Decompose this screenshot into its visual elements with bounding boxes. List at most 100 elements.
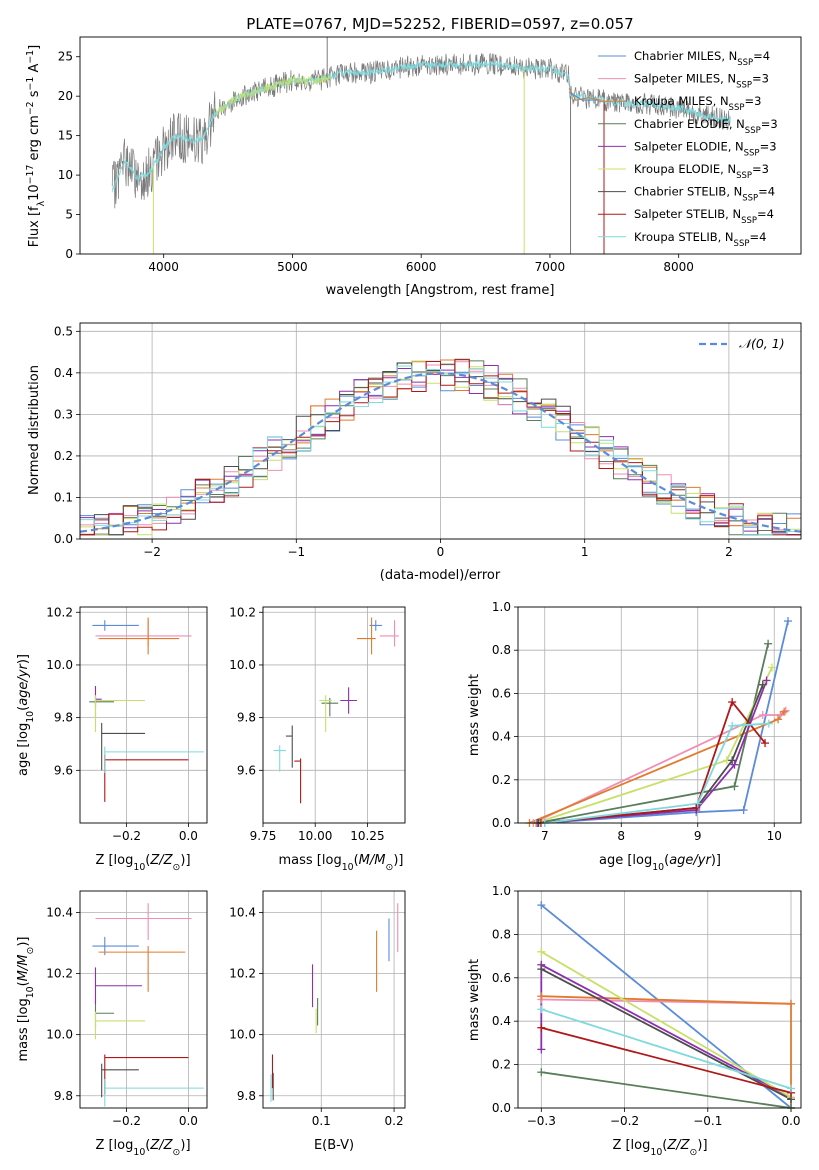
y-tick-label: 10.0 <box>46 658 73 672</box>
chart-mass_vs_ebv: 0.1 0.2 9.8 10.0 10.2 10.4 E(B-V) <box>229 890 406 1153</box>
x-tick-label: 7000 <box>535 260 566 274</box>
y-tick-label: 10.0 <box>229 658 256 672</box>
x-tick-label: 5000 <box>277 260 308 274</box>
x-tick-label: 4000 <box>148 260 179 274</box>
series-kroupa-miles <box>541 995 792 1108</box>
y-tick-label: 10 <box>58 168 73 182</box>
plot-area <box>89 617 204 802</box>
chart-spectrum: 4000 5000 6000 7000 8000 0 5 10 15 20 25 wavelength… <box>25 36 802 298</box>
y-tick-label: 0.0 <box>492 816 511 830</box>
x-tick-label: 0.0 <box>179 1114 198 1128</box>
y-axis-label: Flux [fλ10−17 erg cm−2 s−1 A−1] <box>25 45 47 247</box>
chart-residuals: −2 −1 0 1 2 0.0 0.1 0.2 0.3 0.4 0.5 𝒩(0, 1) (data-mo… <box>27 322 802 583</box>
y-tick-label: 0.0 <box>54 532 73 546</box>
y-tick-label: 0.0 <box>492 1101 511 1115</box>
y-tick-label: 10.2 <box>229 605 256 619</box>
axes-frame <box>79 606 208 824</box>
y-tick-label: 0.2 <box>492 1058 511 1072</box>
x-axis-label: Z [log10(Z/Z⊙)] <box>95 853 190 873</box>
y-tick-label: 10.4 <box>229 905 256 919</box>
y-tick-label: 0.8 <box>492 643 511 657</box>
legend-entry: Chabrier STELIB, NSSP=4 <box>634 185 775 204</box>
y-tick-label: 0.5 <box>54 324 73 338</box>
axes-frame <box>517 606 802 824</box>
axes-frame <box>517 890 802 1109</box>
chart-massweight_vs_age: 7 8 9 10 0.0 0.2 0.4 0.6 0.8 1.0 age [log10(age/yr… <box>467 600 802 873</box>
spectrum-model <box>111 59 731 193</box>
y-tick-label: 9.8 <box>54 1089 73 1103</box>
x-tick-label: −0.3 <box>527 1114 556 1128</box>
y-tick-label: 0.2 <box>492 773 511 787</box>
gaussian-curve <box>80 372 801 533</box>
y-tick-label: 15 <box>58 129 73 143</box>
x-tick-label: 6000 <box>406 260 437 274</box>
y-tick-label: 5 <box>65 208 73 222</box>
chart-age_vs_mass: 9.75 10.00 10.25 9.6 9.8 10.0 10.2 mass [log10(… <box>229 605 406 873</box>
y-tick-label: 0.2 <box>54 449 73 463</box>
x-axis-label: age [log10(age/yr)] <box>599 853 721 873</box>
plot-area <box>540 904 792 1108</box>
y-tick-label: 10.2 <box>46 605 73 619</box>
chart-massweight_vs_Z: −0.3 −0.2 −0.1 0.0 0.0 0.2 0.4 0.6 0.8 1.0 Z [log1… <box>467 884 802 1158</box>
y-tick-label: 9.6 <box>54 763 73 777</box>
x-tick-label: −2 <box>143 545 161 559</box>
y-tick-label: 1.0 <box>492 884 511 898</box>
x-tick-label: 8 <box>617 829 625 843</box>
x-axis-label: (data-model)/error <box>380 568 501 583</box>
axes-frame <box>79 36 802 255</box>
x-tick-label: 10 <box>767 829 782 843</box>
plot-area <box>80 358 801 536</box>
y-tick-label: 0.1 <box>54 490 73 504</box>
x-tick-label: 2 <box>725 545 733 559</box>
figure-title: PLATE=0767, MJD=52252, FIBERID=0597, z=0… <box>246 15 633 33</box>
x-tick-label: −0.1 <box>693 1114 722 1128</box>
legend-entry: Salpeter ELODIE, NSSP=3 <box>634 139 777 158</box>
spectrum-model-tail <box>568 91 599 101</box>
y-tick-label: 9.6 <box>237 763 256 777</box>
y-tick-label: 1.0 <box>492 600 511 614</box>
plot-area <box>529 620 789 823</box>
x-tick-label: 9.75 <box>250 829 277 843</box>
y-axis-label: mass weight <box>467 674 482 756</box>
x-tick-label: 10.25 <box>350 829 384 843</box>
x-tick-label: −0.2 <box>610 1114 639 1128</box>
axes-frame <box>79 890 208 1109</box>
x-axis-label: Z [log10(Z/Z⊙)] <box>95 1138 190 1158</box>
x-tick-label: 0.0 <box>781 1114 800 1128</box>
y-axis-label: mass [log10(M/M⊙)] <box>16 937 36 1062</box>
series-chabrier-stelib <box>540 968 792 1101</box>
legend: Chabrier MILES, NSSP=4 Salpeter MILES, NS… <box>598 49 778 249</box>
plot-area <box>273 617 399 804</box>
chart-mass_vs_Z: −0.2 0.0 9.8 10.0 10.2 10.4 Z [log10(Z/Z⊙)] mas… <box>16 890 208 1158</box>
x-tick-label: 9 <box>694 829 702 843</box>
y-tick-label: 10.2 <box>229 967 256 981</box>
x-tick-label: −0.2 <box>112 1114 141 1128</box>
y-tick-label: 0.6 <box>492 971 511 985</box>
x-axis-label: E(B-V) <box>314 1138 354 1153</box>
legend-entry: Salpeter MILES, NSSP=3 <box>634 72 769 91</box>
series-kroupa-elodie <box>540 951 792 1098</box>
histogram-kroupa-stelib <box>80 365 801 536</box>
axes-frame <box>79 322 802 540</box>
series-chabrier-elodie <box>536 643 769 823</box>
x-axis-label: Z [log10(Z/Z⊙)] <box>612 1138 707 1158</box>
y-tick-label: 0.6 <box>492 686 511 700</box>
legend-entry: Chabrier MILES, NSSP=4 <box>634 49 770 68</box>
y-tick-label: 10.0 <box>46 1028 73 1042</box>
y-tick-label: 0.4 <box>54 366 73 380</box>
legend-entry: Kroupa STELIB, NSSP=4 <box>634 230 766 249</box>
y-tick-label: 20 <box>58 89 73 103</box>
y-tick-label: 0.4 <box>492 730 511 744</box>
x-axis-label: wavelength [Angstrom, rest frame] <box>326 283 555 298</box>
legend-entry: Chabrier ELODIE, NSSP=3 <box>634 117 778 136</box>
legend-entry: Salpeter STELIB, NSSP=4 <box>634 207 774 226</box>
series-salpeter-stelib <box>541 1026 792 1094</box>
y-tick-label: 0.8 <box>492 927 511 941</box>
y-tick-label: 0.3 <box>54 407 73 421</box>
y-tick-label: 10.2 <box>46 967 73 981</box>
plot-area <box>92 903 204 1107</box>
legend-gaussian-label: 𝒩(0, 1) <box>739 336 785 351</box>
series-kroupa-stelib <box>541 1008 792 1090</box>
spectrum-observed <box>111 52 731 209</box>
